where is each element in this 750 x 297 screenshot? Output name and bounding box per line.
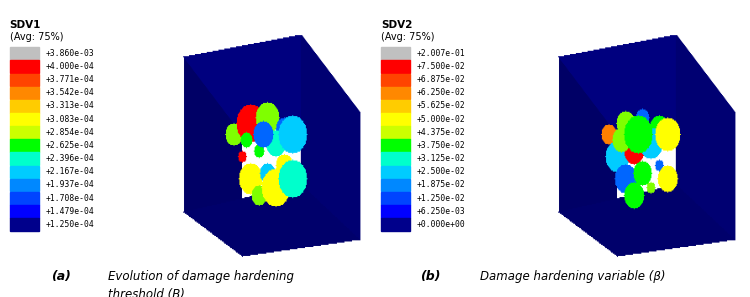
Text: (a): (a) bbox=[51, 270, 70, 283]
Text: +6.875e-02: +6.875e-02 bbox=[416, 75, 465, 84]
Bar bbox=[10, 205, 39, 218]
Bar bbox=[10, 47, 39, 60]
Bar bbox=[381, 74, 410, 86]
Bar bbox=[381, 205, 410, 218]
Bar bbox=[381, 87, 410, 99]
Bar bbox=[10, 113, 39, 126]
Text: +3.313e-04: +3.313e-04 bbox=[45, 102, 94, 110]
Text: Damage hardening variable (β): Damage hardening variable (β) bbox=[480, 270, 665, 283]
Bar bbox=[381, 113, 410, 126]
Bar bbox=[10, 179, 39, 192]
Text: (Avg: 75%): (Avg: 75%) bbox=[10, 32, 63, 42]
Text: +2.007e-01: +2.007e-01 bbox=[416, 49, 465, 58]
Bar bbox=[381, 47, 410, 60]
Bar bbox=[381, 192, 410, 205]
Text: +2.500e-02: +2.500e-02 bbox=[416, 167, 465, 176]
Text: +2.625e-04: +2.625e-04 bbox=[45, 141, 94, 150]
Text: +5.625e-02: +5.625e-02 bbox=[416, 102, 465, 110]
Bar bbox=[381, 218, 410, 231]
Text: +3.860e-03: +3.860e-03 bbox=[45, 49, 94, 58]
Text: +1.250e-02: +1.250e-02 bbox=[416, 194, 465, 203]
Text: SDV1: SDV1 bbox=[10, 20, 41, 30]
Text: +3.771e-04: +3.771e-04 bbox=[45, 75, 94, 84]
Bar bbox=[381, 126, 410, 139]
Bar bbox=[10, 100, 39, 113]
Text: +3.125e-02: +3.125e-02 bbox=[416, 154, 465, 163]
Bar bbox=[10, 166, 39, 178]
Text: SDV2: SDV2 bbox=[381, 20, 412, 30]
Text: +0.000e+00: +0.000e+00 bbox=[416, 220, 465, 229]
Bar bbox=[381, 152, 410, 165]
Text: threshold (B): threshold (B) bbox=[108, 288, 185, 297]
Text: +1.937e-04: +1.937e-04 bbox=[45, 180, 94, 189]
Bar bbox=[381, 61, 410, 73]
Text: (b): (b) bbox=[420, 270, 440, 283]
Text: +1.479e-04: +1.479e-04 bbox=[45, 207, 94, 216]
Text: +7.500e-02: +7.500e-02 bbox=[416, 62, 465, 71]
Text: +1.875e-02: +1.875e-02 bbox=[416, 180, 465, 189]
Bar bbox=[10, 74, 39, 86]
Bar bbox=[10, 126, 39, 139]
Bar bbox=[381, 100, 410, 113]
Text: +3.083e-04: +3.083e-04 bbox=[45, 115, 94, 124]
Text: +1.708e-04: +1.708e-04 bbox=[45, 194, 94, 203]
Bar bbox=[10, 218, 39, 231]
Text: +6.250e-02: +6.250e-02 bbox=[416, 88, 465, 97]
Text: +2.854e-04: +2.854e-04 bbox=[45, 128, 94, 137]
Text: +5.000e-02: +5.000e-02 bbox=[416, 115, 465, 124]
Text: +3.750e-02: +3.750e-02 bbox=[416, 141, 465, 150]
Text: +4.375e-02: +4.375e-02 bbox=[416, 128, 465, 137]
Text: +1.250e-04: +1.250e-04 bbox=[45, 220, 94, 229]
Text: +3.542e-04: +3.542e-04 bbox=[45, 88, 94, 97]
Bar bbox=[381, 166, 410, 178]
Bar bbox=[381, 139, 410, 152]
Text: (Avg: 75%): (Avg: 75%) bbox=[381, 32, 434, 42]
Text: Evolution of damage hardening: Evolution of damage hardening bbox=[108, 270, 294, 283]
Bar bbox=[10, 192, 39, 205]
Text: +2.167e-04: +2.167e-04 bbox=[45, 167, 94, 176]
Text: +2.396e-04: +2.396e-04 bbox=[45, 154, 94, 163]
Text: +4.000e-04: +4.000e-04 bbox=[45, 62, 94, 71]
Bar bbox=[381, 179, 410, 192]
Bar bbox=[10, 152, 39, 165]
Bar bbox=[10, 87, 39, 99]
Text: +6.250e-03: +6.250e-03 bbox=[416, 207, 465, 216]
Bar bbox=[10, 61, 39, 73]
Bar bbox=[10, 139, 39, 152]
